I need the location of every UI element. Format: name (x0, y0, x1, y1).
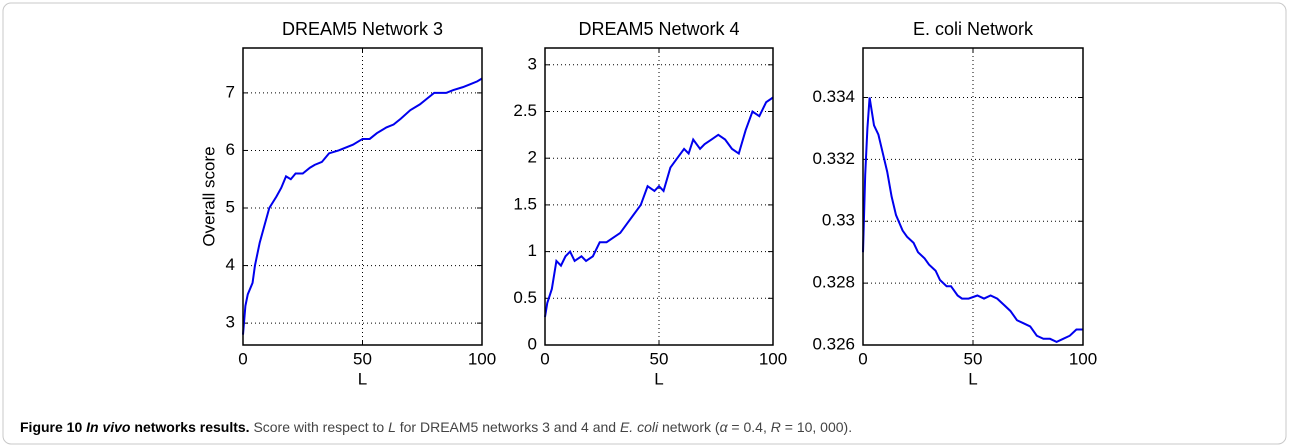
x-tick-label: 50 (964, 349, 983, 368)
y-axis-label: Overall score (199, 146, 218, 246)
y-tick-label: 3 (226, 313, 235, 332)
caption-title: networks results. (131, 419, 250, 435)
y-tick-label: 1.5 (513, 194, 537, 213)
x-tick-label: 0 (858, 349, 867, 368)
caption-text: E. coli (620, 419, 659, 435)
caption-text: L (388, 419, 396, 435)
x-axis-label: L (358, 369, 367, 388)
data-line (242, 77, 483, 335)
y-tick-label: 4 (226, 255, 235, 274)
chart-title: E. coli Network (913, 19, 1034, 39)
plot-frame (862, 47, 1084, 346)
data-line (544, 96, 774, 318)
data-line (862, 97, 1083, 344)
caption-text: for DREAM5 networks 3 and 4 and (396, 419, 620, 435)
y-tick-label: 0.33 (822, 211, 855, 230)
x-axis-label: L (968, 369, 977, 388)
y-tick-label: 2.5 (513, 101, 537, 120)
y-tick-label: 0 (528, 334, 537, 353)
caption-text: = 0.4, (728, 419, 771, 435)
caption-text: Score with respect to (253, 419, 388, 435)
y-tick-label: 6 (226, 140, 235, 159)
y-tick-label: 2 (528, 148, 537, 167)
x-tick-label: 0 (238, 349, 247, 368)
caption-label: Figure 10 (20, 419, 82, 435)
y-tick-label: 0.334 (812, 87, 855, 106)
y-tick-label: 0.5 (513, 288, 537, 307)
x-axis-label: L (654, 369, 663, 388)
x-tick-label: 100 (759, 349, 787, 368)
plot-frame (544, 47, 774, 346)
y-tick-label: 1 (528, 241, 537, 260)
y-tick-label: 5 (226, 197, 235, 216)
caption: Figure 10 In vivo networks results. Scor… (20, 419, 852, 435)
x-tick-label: 100 (468, 349, 496, 368)
y-tick-label: 0.328 (812, 273, 855, 292)
chart-title: DREAM5 Network 3 (282, 19, 443, 39)
x-tick-label: 50 (353, 349, 372, 368)
caption-text: α (720, 419, 729, 435)
y-tick-label: 0.326 (812, 334, 855, 353)
y-tick-label: 0.332 (812, 149, 855, 168)
caption-title: In vivo (86, 419, 131, 435)
chart-title: DREAM5 Network 4 (578, 19, 739, 39)
caption-text: network ( (658, 419, 720, 435)
plot-frame (242, 47, 483, 346)
x-tick-label: 50 (650, 349, 669, 368)
x-tick-label: 100 (1069, 349, 1097, 368)
x-tick-label: 0 (540, 349, 549, 368)
caption-text: R (771, 419, 781, 435)
caption-text: = 10, 000). (781, 419, 852, 435)
y-tick-label: 7 (226, 82, 235, 101)
y-tick-label: 3 (528, 54, 537, 73)
